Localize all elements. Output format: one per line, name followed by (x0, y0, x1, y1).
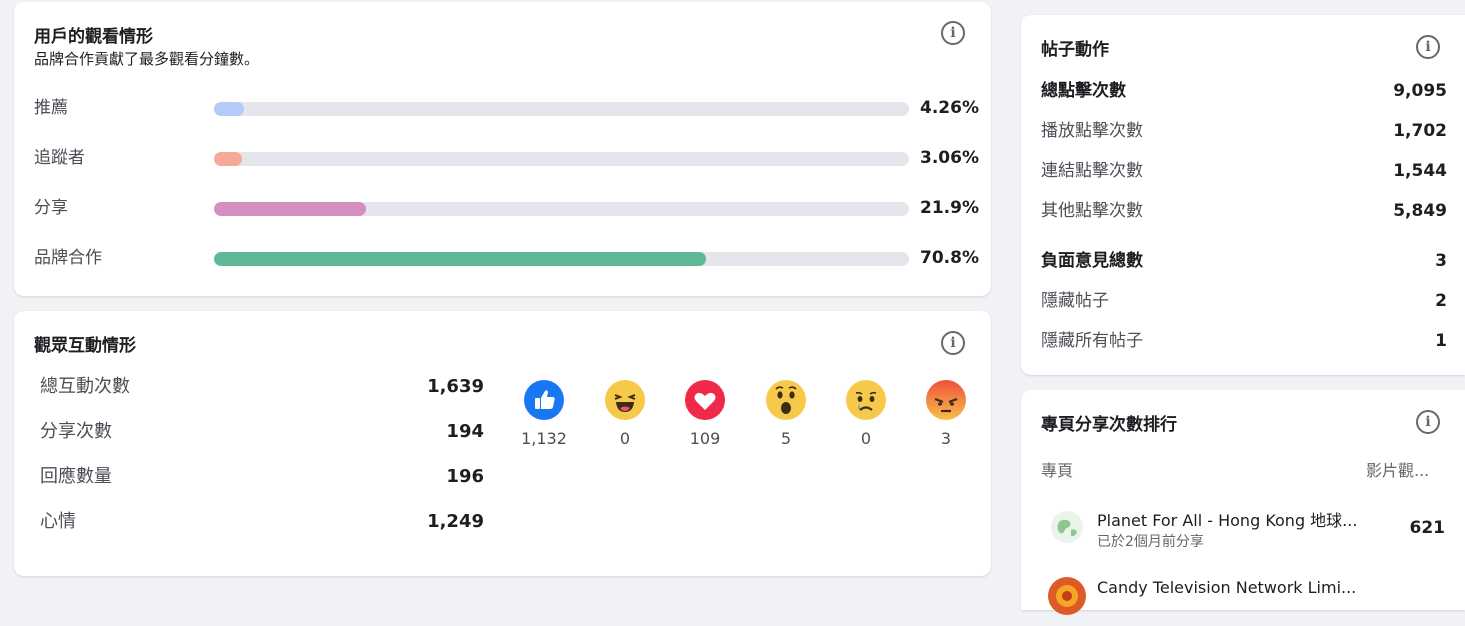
progress-track (214, 202, 909, 216)
post-action-value: 9,095 (1393, 81, 1447, 101)
post-action-row: 隱藏所有帖子 1 (1041, 329, 1447, 353)
engagement-row: 心情 1,249 (40, 509, 484, 535)
post-action-label: 總點擊次數 (1041, 81, 1126, 101)
reaction-count: 0 (619, 429, 631, 448)
post-action-label: 播放點擊次數 (1041, 121, 1143, 141)
viewing-row-value: 21.9% (920, 198, 979, 218)
viewing-row: 推薦 4.26% (14, 96, 991, 120)
viewing-row-label: 品牌合作 (34, 248, 102, 268)
page-name-link[interactable]: Planet For All - Hong Kong 地球... (1097, 511, 1358, 530)
post-action-value: 1 (1435, 331, 1447, 351)
engagement-row-label: 心情 (40, 511, 76, 532)
post-action-row: 連結點擊次數 1,544 (1041, 159, 1447, 183)
viewing-row: 品牌合作 70.8% (14, 246, 991, 270)
progress-fill (214, 102, 244, 116)
post-action-row: 負面意見總數 3 (1041, 249, 1447, 273)
reaction-count: 109 (689, 429, 721, 448)
post-action-value: 1,544 (1393, 161, 1447, 181)
angry-icon (926, 380, 966, 420)
reaction-haha: 0 (595, 380, 655, 448)
page-avatar-icon (1048, 577, 1086, 615)
engagement-row-value: 194 (446, 421, 484, 442)
post-action-row: 隱藏帖子 2 (1041, 289, 1447, 313)
post-actions-card: 帖子動作 i 總點擊次數 9,095 播放點擊次數 1,702 連結點擊次數 1… (1021, 15, 1465, 375)
post-action-row: 播放點擊次數 1,702 (1041, 119, 1447, 143)
engagement-row-value: 196 (446, 466, 484, 487)
viewing-card: 用戶的觀看情形 品牌合作貢獻了最多觀看分鐘數。 i 推薦 4.26% 追蹤者 3… (14, 2, 991, 296)
column-header-page: 專頁 (1041, 461, 1074, 480)
post-action-value: 5,849 (1393, 201, 1447, 221)
engagement-card: 觀眾互動情形 i 總互動次數 1,639 分享次數 194 回應數量 196 心… (14, 311, 991, 576)
share-time: 已於2個月前分享 (1097, 534, 1204, 550)
engagement-row-label: 總互動次數 (40, 376, 130, 397)
engagement-row: 分享次數 194 (40, 419, 484, 445)
engagement-row-value: 1,249 (427, 511, 484, 532)
post-action-label: 連結點擊次數 (1041, 161, 1143, 181)
page-name-link[interactable]: Candy Television Network Limi... (1097, 578, 1357, 597)
info-icon[interactable]: i (1416, 410, 1440, 434)
viewing-row-label: 推薦 (34, 98, 68, 118)
viewing-title: 用戶的觀看情形 (34, 27, 153, 47)
viewing-row-value: 4.26% (920, 98, 979, 118)
post-action-label: 負面意見總數 (1041, 251, 1143, 271)
viewing-row-value: 3.06% (920, 148, 979, 168)
engagement-row-value: 1,639 (427, 376, 484, 397)
list-item[interactable]: Candy Television Network Limi... (1021, 570, 1465, 626)
list-item[interactable]: Planet For All - Hong Kong 地球... 已於2個月前分… (1021, 498, 1465, 554)
progress-track (214, 102, 909, 116)
viewing-row: 追蹤者 3.06% (14, 146, 991, 170)
progress-fill (214, 152, 242, 166)
viewing-row-value: 70.8% (920, 248, 979, 268)
info-icon[interactable]: i (941, 21, 965, 45)
reaction-count: 0 (860, 429, 872, 448)
reaction-like: 1,132 (514, 380, 574, 448)
reaction-count: 3 (940, 429, 952, 448)
post-action-label: 隱藏所有帖子 (1041, 331, 1143, 351)
post-action-row: 總點擊次數 9,095 (1041, 79, 1447, 103)
reaction-sad: 0 (836, 380, 896, 448)
reaction-count: 5 (780, 429, 792, 448)
engagement-row-label: 回應數量 (40, 466, 112, 487)
reaction-angry: 3 (916, 380, 976, 448)
post-action-value: 1,702 (1393, 121, 1447, 141)
viewing-row-label: 分享 (34, 198, 68, 218)
post-action-label: 其他點擊次數 (1041, 201, 1143, 221)
page-avatar-icon (1051, 511, 1083, 543)
info-icon[interactable]: i (941, 331, 965, 355)
haha-icon (605, 380, 645, 420)
post-action-label: 隱藏帖子 (1041, 291, 1109, 311)
love-icon (685, 380, 725, 420)
post-actions-title: 帖子動作 (1041, 40, 1109, 60)
post-action-value: 3 (1435, 251, 1447, 271)
post-action-row: 其他點擊次數 5,849 (1041, 199, 1447, 223)
progress-fill (214, 202, 367, 216)
wow-icon (766, 380, 806, 420)
reaction-count: 1,132 (521, 429, 567, 448)
engagement-row-label: 分享次數 (40, 421, 112, 442)
engagement-title: 觀眾互動情形 (34, 336, 136, 356)
column-header-views[interactable]: 影片觀... (1366, 461, 1430, 480)
progress-track (214, 152, 909, 166)
share-views-value: 621 (1409, 518, 1446, 538)
engagement-row: 總互動次數 1,639 (40, 374, 484, 400)
post-action-value: 2 (1435, 291, 1447, 311)
page-shares-title: 專頁分享次數排行 (1041, 415, 1177, 435)
progress-fill (214, 252, 707, 266)
reaction-love: 109 (675, 380, 735, 448)
reaction-wow: 5 (756, 380, 816, 448)
info-icon[interactable]: i (1416, 35, 1440, 59)
viewing-row-label: 追蹤者 (34, 148, 85, 168)
page-shares-card: 專頁分享次數排行 i 專頁 影片觀... Planet For All - Ho… (1021, 390, 1465, 615)
engagement-row: 回應數量 196 (40, 464, 484, 490)
viewing-subtitle: 品牌合作貢獻了最多觀看分鐘數。 (34, 50, 260, 68)
progress-track (214, 252, 909, 266)
sad-icon (846, 380, 886, 420)
viewing-row: 分享 21.9% (14, 196, 991, 220)
like-icon (524, 380, 564, 420)
